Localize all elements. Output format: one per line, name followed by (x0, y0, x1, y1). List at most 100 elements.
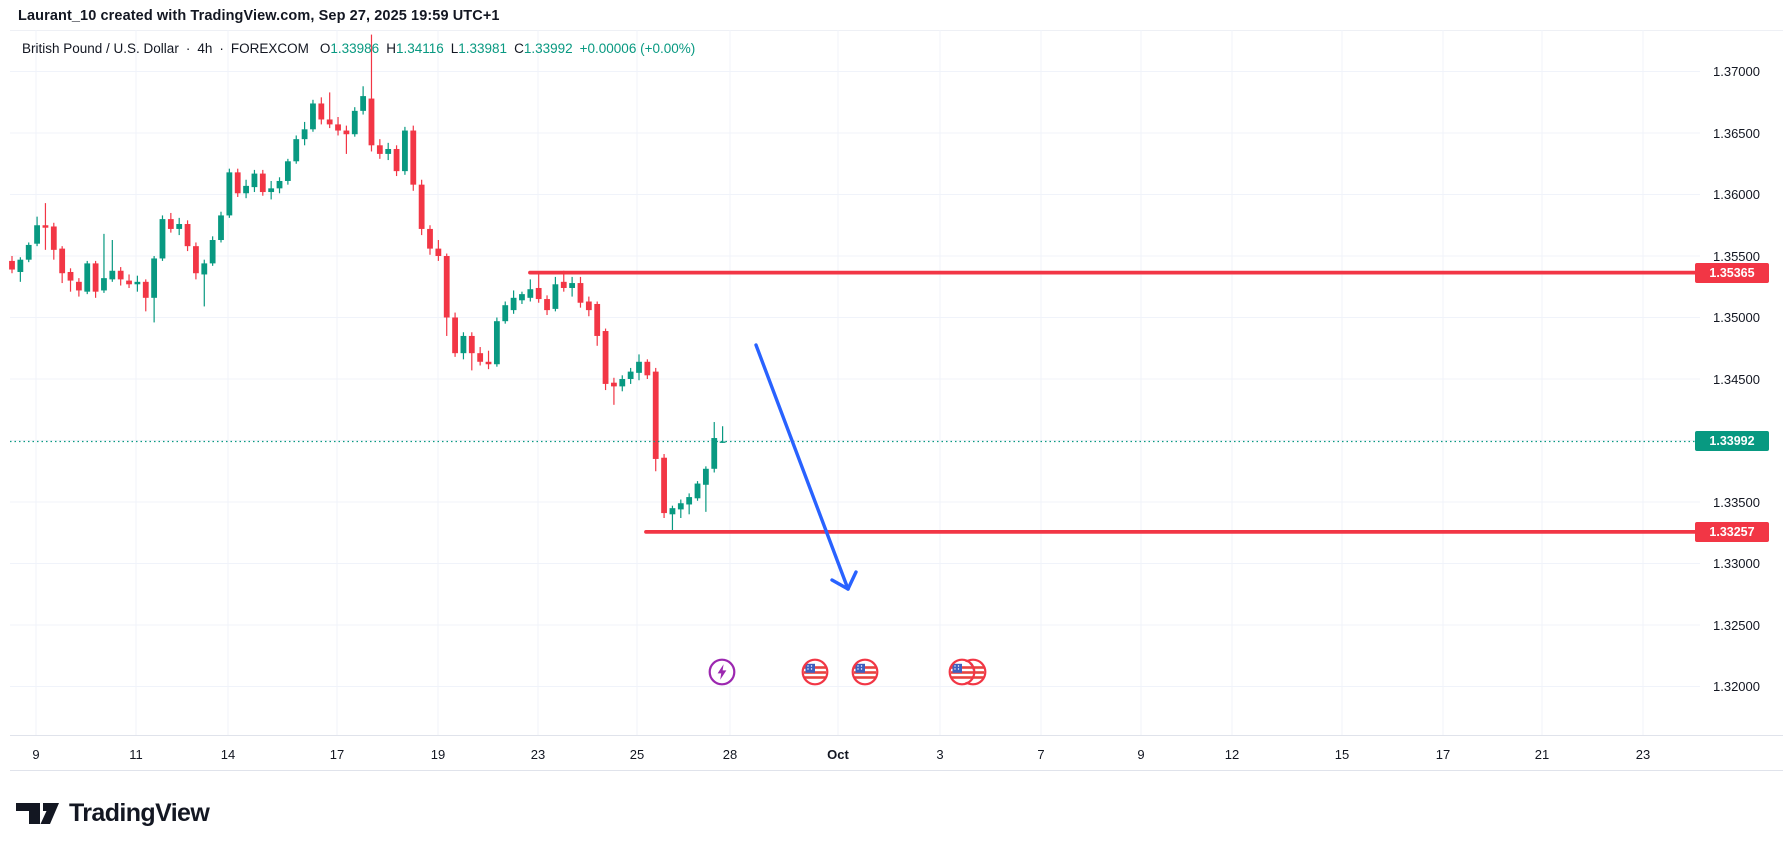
candle-body (368, 98, 375, 146)
level-price-tag[interactable]: 1.35365 (1695, 262, 1769, 283)
candle-body (510, 297, 517, 311)
candle-body (577, 283, 584, 303)
candle-body (418, 184, 425, 229)
tradingview-logo-icon[interactable] (16, 802, 60, 825)
candle-body (109, 270, 116, 280)
legend-separator: · (185, 41, 191, 56)
time-axis-label: 9 (1137, 747, 1145, 762)
time-axis-label: 23 (1635, 747, 1651, 762)
candle-body (376, 145, 383, 154)
watermark-attribution: Laurant_10 created with TradingView.com,… (18, 8, 500, 24)
us-flag-icon[interactable] (801, 658, 829, 691)
legend-separator: · (219, 41, 224, 56)
candle-body (268, 188, 275, 193)
candle-body (184, 224, 191, 247)
candle-body (310, 103, 316, 130)
price-axis-label: 1.34500 (1713, 371, 1760, 387)
candle-body (435, 248, 442, 256)
lightning-icon[interactable] (708, 658, 736, 691)
candle-body (719, 441, 726, 443)
time-axis-label: 15 (1334, 747, 1350, 762)
candle-body (527, 289, 534, 298)
level-price-tag[interactable]: 1.33257 (1695, 521, 1769, 542)
candle-body (84, 263, 91, 292)
exchange-label[interactable]: FOREXCOM (230, 41, 309, 56)
current-price-tag: 1.33992 (1695, 431, 1769, 452)
candle-body (485, 361, 492, 365)
candle-body (209, 240, 216, 264)
candle-body (42, 225, 49, 228)
candle-body (452, 317, 458, 354)
candle-body (293, 139, 300, 162)
symbol-legend: British Pound / U.S. Dollar · 4h · FOREX… (22, 41, 695, 56)
candle-body (460, 335, 467, 354)
candle-body (17, 259, 24, 272)
price-axis-label: 1.32500 (1713, 617, 1760, 633)
candle-body (652, 371, 659, 459)
candle-body (176, 224, 183, 229)
candle-body (669, 508, 676, 515)
candle-body (360, 96, 367, 111)
candle-body (351, 110, 358, 135)
candle-body (284, 161, 291, 181)
candle-body (50, 226, 57, 250)
candle-body (443, 256, 450, 318)
candle-body (585, 301, 592, 311)
candle-body (75, 281, 82, 291)
price-axis-label: 1.33500 (1713, 494, 1760, 510)
candle-body (126, 280, 132, 285)
candle-body (569, 283, 576, 288)
price-axis-label: 1.35500 (1713, 248, 1760, 264)
candle-body (544, 299, 550, 311)
tradingview-wordmark[interactable]: TradingView (69, 799, 210, 827)
candle-body (627, 371, 634, 379)
time-axis-label: 9 (32, 747, 40, 762)
candle-body (552, 284, 559, 309)
candle-body (251, 173, 258, 188)
candle-body (193, 246, 199, 274)
candle-body (560, 281, 567, 288)
candle-body (694, 483, 701, 499)
candle-body (385, 148, 392, 154)
candle-body (226, 172, 233, 216)
us-flag-icon[interactable] (851, 658, 879, 691)
low-value: L1.33981 (450, 41, 508, 56)
candle-body (9, 260, 15, 270)
candle-body (393, 148, 400, 172)
price-axis-label: 1.36500 (1713, 125, 1760, 141)
interval-label[interactable]: 4h (197, 41, 213, 56)
symbol-title[interactable]: British Pound / U.S. Dollar (22, 41, 179, 56)
candle-body (142, 281, 149, 298)
candle-body (468, 335, 475, 354)
pane-top-border (10, 30, 1783, 31)
candle-body (276, 180, 283, 189)
candle-body (201, 263, 208, 275)
high-value: H1.34116 (386, 41, 444, 56)
time-axis-label: 17 (1435, 747, 1451, 762)
time-axis-label: 17 (329, 747, 345, 762)
candle-body (134, 281, 141, 285)
candle-body (402, 130, 408, 172)
time-axis-label: 11 (129, 747, 143, 762)
time-axis-label: 28 (722, 747, 738, 762)
candle-body (711, 438, 718, 469)
candle-body (619, 379, 626, 387)
candle-body (427, 228, 433, 249)
candle-body (410, 130, 417, 185)
time-axis-label: 14 (220, 747, 236, 762)
open-value: O1.33986 (319, 41, 380, 56)
candle-body (159, 219, 166, 259)
candlesticks (9, 34, 726, 532)
price-axis-label: 1.36000 (1713, 187, 1760, 202)
candle-body (34, 225, 40, 244)
price-axis-label: 1.35000 (1713, 310, 1760, 325)
time-axis[interactable] (10, 735, 1783, 771)
arrow-drawing[interactable] (754, 343, 858, 591)
candle-body (117, 270, 124, 280)
candle-body (318, 103, 325, 120)
price-axis-label: 1.33000 (1713, 556, 1760, 571)
candle-body (167, 219, 174, 229)
candle-body (677, 503, 684, 510)
candle-body (477, 353, 484, 362)
us-flag-double-icon[interactable] (948, 658, 988, 691)
